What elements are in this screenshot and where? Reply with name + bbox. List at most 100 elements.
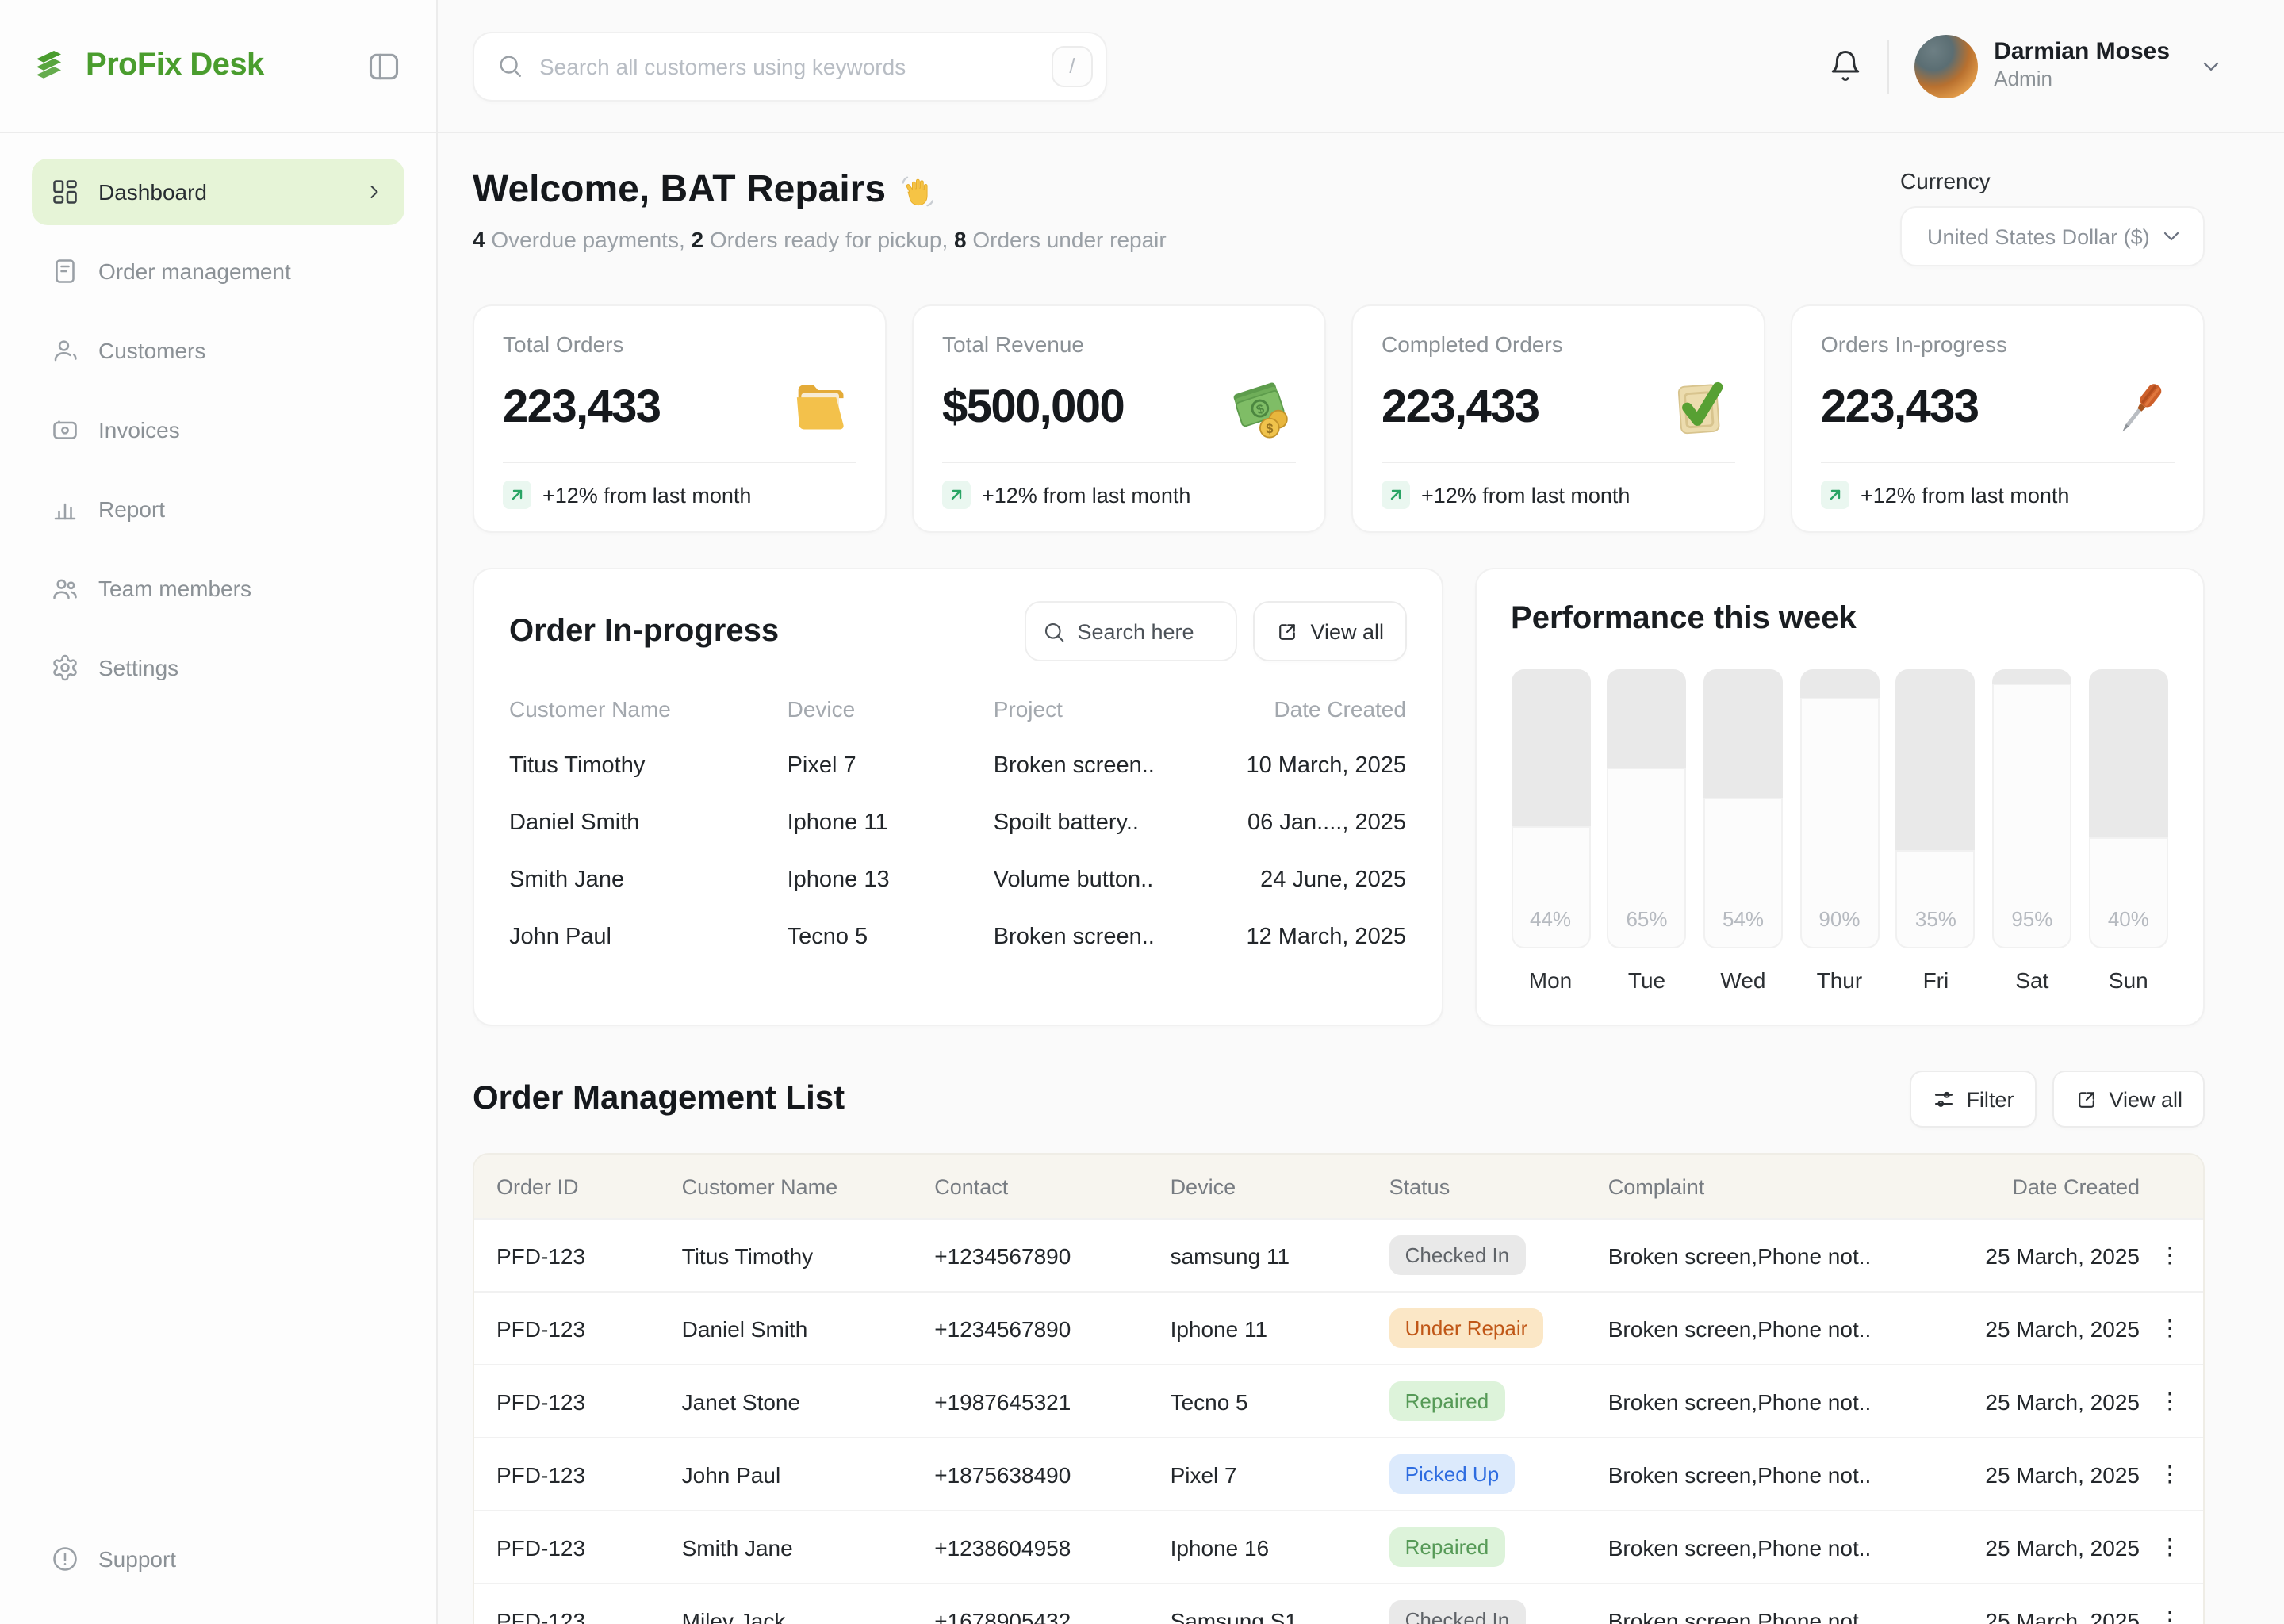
view-all-button[interactable]: View all	[2052, 1071, 2205, 1128]
currency-label: Currency	[1900, 168, 2205, 193]
order-management-table: Order ID Customer Name Contact Device St…	[473, 1153, 2205, 1624]
sidebar-item-order-management[interactable]: Order management	[32, 238, 404, 304]
order-in-progress-table: Customer Name Device Project Date Create…	[509, 696, 1406, 950]
sidebar-item-label: Settings	[98, 655, 178, 680]
under-repair-count: 8	[954, 227, 967, 252]
status-badge: Checked In	[1389, 1600, 1526, 1624]
user-icon	[51, 336, 79, 365]
stat-card-total-orders: Total Orders 223,433 +12% from last mont…	[473, 304, 887, 533]
row-menu-icon[interactable]: ⋮	[2140, 1607, 2181, 1624]
info-circle-icon	[51, 1545, 79, 1573]
stat-value: $500,000	[942, 381, 1124, 434]
table-row[interactable]: PFD-123 Smith Jane +1238604958 Iphone 16…	[474, 1510, 2203, 1583]
sidebar-item-customers[interactable]: Customers	[32, 317, 404, 384]
currency-select[interactable]: United States Dollar ($)	[1900, 206, 2205, 266]
table-row[interactable]: PFD-123 Titus Timothy +1234567890 samsun…	[474, 1218, 2203, 1291]
gear-icon	[51, 653, 79, 682]
pickup-count: 2	[692, 227, 704, 252]
order-search-input[interactable]	[1077, 619, 1213, 643]
stat-value: 223,433	[1821, 381, 1978, 434]
stat-trend: +12% from last month	[1821, 481, 2175, 509]
stat-label: Total Revenue	[942, 331, 1296, 357]
sidebar-item-label: Report	[98, 496, 165, 522]
sidebar-item-report[interactable]: Report	[32, 476, 404, 542]
trend-up-icon	[503, 481, 531, 509]
weekly-bar-chart: 44% Mon 65% Tue 54% Wed 90%	[1511, 669, 2168, 993]
sidebar-item-label: Invoices	[98, 417, 180, 442]
table-row[interactable]: Titus Timothy Pixel 7 Broken screen.. 10…	[509, 753, 1406, 779]
stat-value: 223,433	[503, 381, 660, 434]
bar-thur: 90% Thur	[1799, 669, 1879, 993]
status-badge: Repaired	[1389, 1381, 1505, 1421]
table-row[interactable]: Daniel Smith Iphone 11 Spoilt battery.. …	[509, 810, 1406, 836]
panel-title: Order In-progress	[509, 613, 779, 649]
topbar-divider	[1887, 39, 1889, 93]
table-row[interactable]: PFD-123 Miley Jack +1678905432 Samsung S…	[474, 1583, 2203, 1624]
user-name: Darmian Moses	[1994, 38, 2170, 67]
waving-hand-icon	[899, 172, 935, 209]
section-title: Order Management List	[473, 1080, 845, 1118]
row-menu-icon[interactable]: ⋮	[2140, 1315, 2181, 1342]
table-row[interactable]: PFD-123 Daniel Smith +1234567890 Iphone …	[474, 1291, 2203, 1364]
filter-button[interactable]: Filter	[1909, 1071, 2036, 1128]
row-menu-icon[interactable]: ⋮	[2140, 1242, 2181, 1269]
sidebar-item-settings[interactable]: Settings	[32, 634, 404, 701]
stat-card-completed-orders: Completed Orders 223,433 +12% from last …	[1351, 304, 1765, 533]
notification-bell-icon[interactable]	[1829, 49, 1862, 82]
stat-card-orders-in-progress: Orders In-progress 223,433 +12% from las…	[1791, 304, 2205, 533]
app-window: ProFix Desk Dashboard Order management C…	[0, 0, 2284, 1624]
currency-value: United States Dollar ($)	[1927, 224, 2159, 248]
order-in-progress-panel: Order In-progress View all	[473, 568, 1443, 1026]
sidebar-header: ProFix Desk	[0, 0, 436, 133]
sidebar-item-label: Team members	[98, 576, 251, 601]
stat-value: 223,433	[1382, 381, 1539, 434]
check-mark-icon	[1665, 373, 1735, 442]
table-row[interactable]: Smith Jane Iphone 13 Volume button.. 24 …	[509, 868, 1406, 893]
bar-mon: 44% Mon	[1511, 669, 1590, 993]
status-badge: Checked In	[1389, 1235, 1526, 1275]
status-badge: Repaired	[1389, 1527, 1505, 1567]
status-badge: Under Repair	[1389, 1308, 1544, 1348]
table-row[interactable]: PFD-123 John Paul +1875638490 Pixel 7 Pi…	[474, 1437, 2203, 1510]
search-input[interactable]	[539, 53, 1052, 79]
sidebar-item-label: Order management	[98, 259, 291, 284]
filter-sliders-icon	[1931, 1087, 1955, 1111]
row-menu-icon[interactable]: ⋮	[2140, 1388, 2181, 1415]
row-menu-icon[interactable]: ⋮	[2140, 1534, 2181, 1561]
chevron-down-icon	[2159, 224, 2184, 249]
sidebar-item-invoices[interactable]: Invoices	[32, 396, 404, 463]
trend-up-icon	[942, 481, 971, 509]
bar-fri: 35% Fri	[1896, 669, 1976, 993]
row-menu-icon[interactable]: ⋮	[2140, 1461, 2181, 1488]
expand-icon	[2074, 1087, 2098, 1111]
bar-sun: 40% Sun	[2089, 669, 2168, 993]
overdue-count: 4	[473, 227, 485, 252]
bar-tue: 65% Tue	[1608, 669, 1687, 993]
app-title: ProFix Desk	[86, 48, 264, 84]
table-row[interactable]: PFD-123 Janet Stone +1987645321 Tecno 5 …	[474, 1364, 2203, 1437]
summary-line: 4 Overdue payments, 2 Orders ready for p…	[473, 227, 1167, 252]
bar-sat: 95% Sat	[1992, 669, 2071, 993]
stat-trend: +12% from last month	[942, 481, 1296, 509]
avatar	[1914, 34, 1978, 98]
sidebar-item-team-members[interactable]: Team members	[32, 555, 404, 622]
status-badge: Picked Up	[1389, 1454, 1516, 1494]
performance-panel: Performance this week 44% Mon 65% Tue 54…	[1474, 568, 2205, 1026]
topbar: / Darmian Moses Admin	[438, 0, 2284, 133]
sidebar-item-dashboard[interactable]: Dashboard	[32, 159, 404, 225]
bar-wed: 54% Wed	[1703, 669, 1783, 993]
order-search[interactable]	[1025, 601, 1237, 661]
user-menu[interactable]: Darmian Moses Admin	[1914, 34, 2224, 98]
svg-text:$: $	[1266, 422, 1273, 436]
stat-label: Orders In-progress	[1821, 331, 2175, 357]
page-title: Welcome, BAT Repairs	[473, 168, 1167, 213]
sidebar-item-support[interactable]: Support	[32, 1526, 404, 1592]
document-icon	[51, 257, 79, 285]
stat-label: Total Orders	[503, 331, 856, 357]
chart-title: Performance this week	[1511, 601, 2168, 638]
global-search[interactable]: /	[473, 31, 1107, 101]
view-all-button[interactable]: View all	[1253, 601, 1406, 661]
sidebar-collapse-icon[interactable]	[363, 45, 404, 86]
money-icon: $$	[1223, 373, 1296, 442]
table-row[interactable]: John Paul Tecno 5 Broken screen.. 12 Mar…	[509, 925, 1406, 950]
